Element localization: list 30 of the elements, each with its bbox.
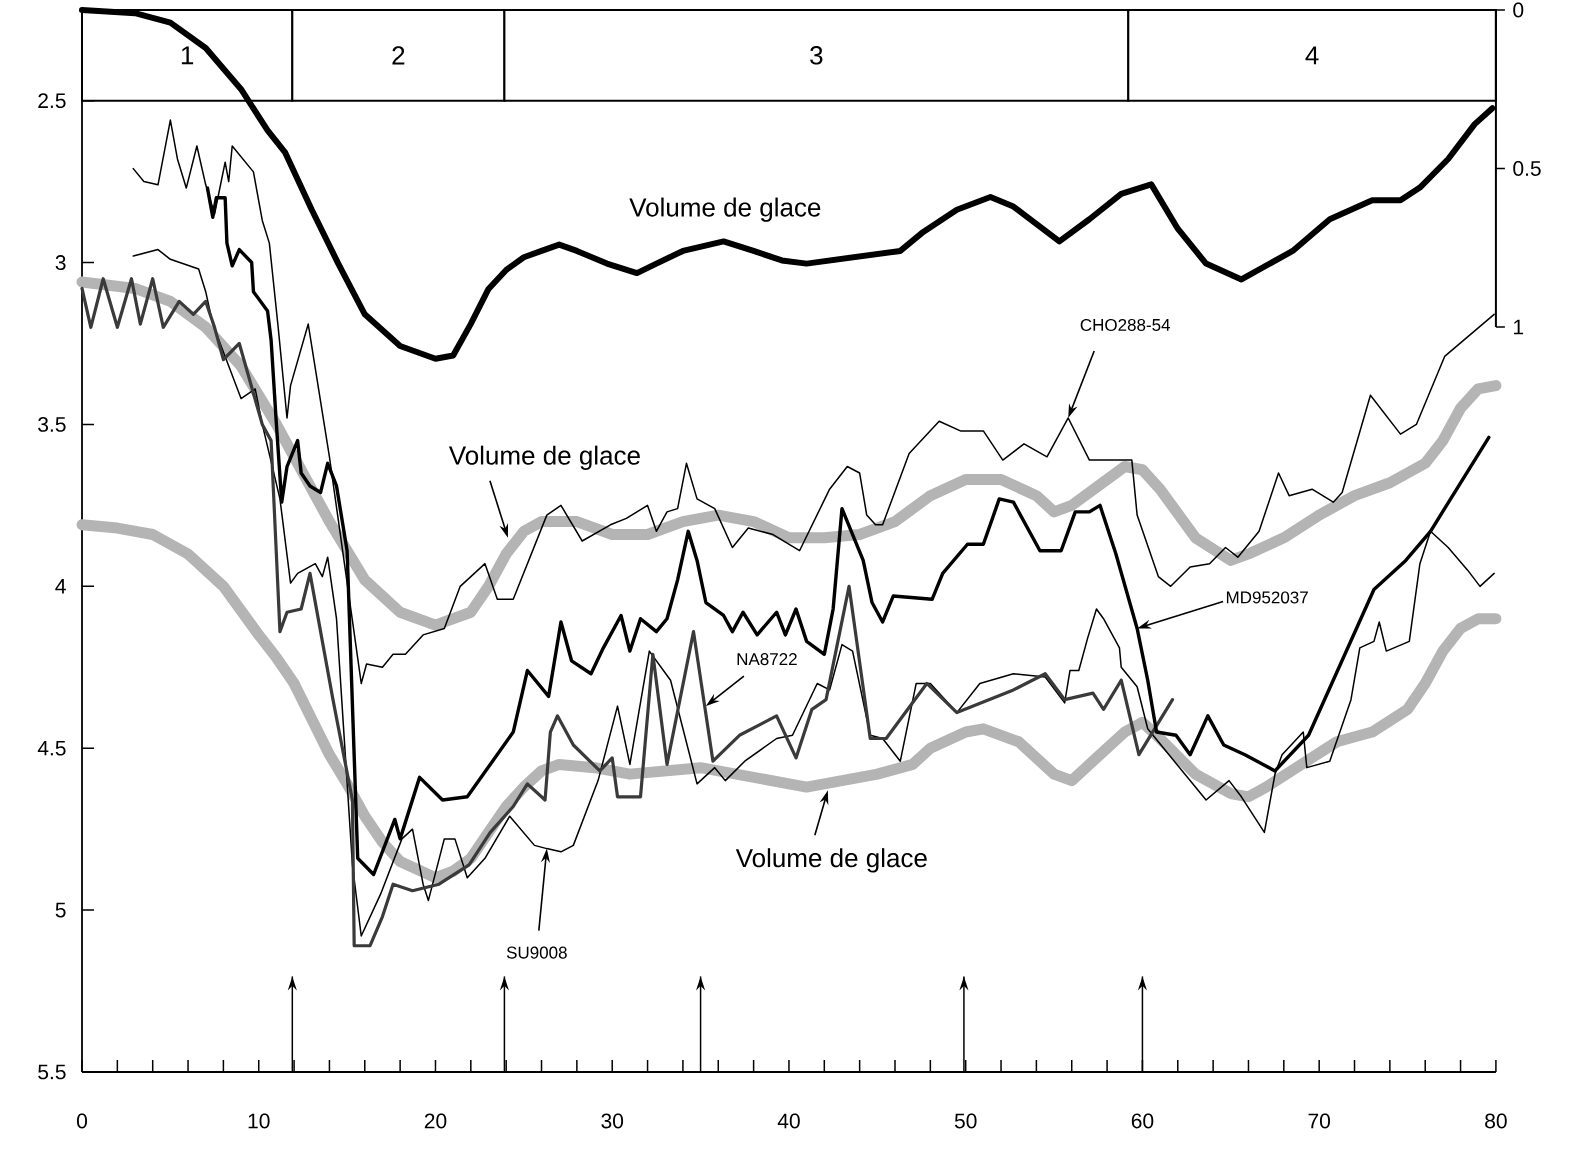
x-tick-label: 50 xyxy=(954,1113,977,1129)
y2-tick-label: 0 xyxy=(1513,2,1524,18)
x-tick-label: 60 xyxy=(1131,1113,1154,1129)
y-tick-label: 3 xyxy=(55,255,66,270)
annotation: NA8722 xyxy=(737,653,797,666)
x-tick-label: 30 xyxy=(601,1113,624,1129)
x-tick-label: 70 xyxy=(1308,1113,1331,1129)
y-tick-label: 4 xyxy=(55,579,66,594)
y2-tick-label: 0.5 xyxy=(1513,161,1541,176)
band-label: 1 xyxy=(181,46,194,65)
y2-tick-label: 1 xyxy=(1514,319,1524,335)
x-tick-label: 80 xyxy=(1485,1113,1507,1129)
x-tick-label: 40 xyxy=(777,1113,800,1129)
y-tick-label: 5.5 xyxy=(38,1064,66,1080)
y-tick-label: 2.5 xyxy=(38,93,66,109)
band-label: 3 xyxy=(810,46,823,65)
annotation: CHO288-54 xyxy=(1080,318,1171,331)
y-tick-label: 4.5 xyxy=(37,740,66,756)
band-label: 4 xyxy=(1305,46,1319,65)
x-tick-label: 10 xyxy=(248,1113,270,1129)
x-tick-label: 0 xyxy=(76,1113,88,1129)
annotation: Volume de glace xyxy=(629,197,821,222)
y-tick-label: 5 xyxy=(55,902,66,918)
y-tick-label: 3.5 xyxy=(38,417,66,432)
annotation: MD952037 xyxy=(1226,591,1308,604)
annotation: SU9008 xyxy=(506,946,567,959)
annotation: Volume de glace xyxy=(448,445,640,470)
annotation: Volume de glace xyxy=(735,848,927,873)
band-label: 2 xyxy=(392,46,405,65)
x-tick-label: 20 xyxy=(424,1113,447,1129)
